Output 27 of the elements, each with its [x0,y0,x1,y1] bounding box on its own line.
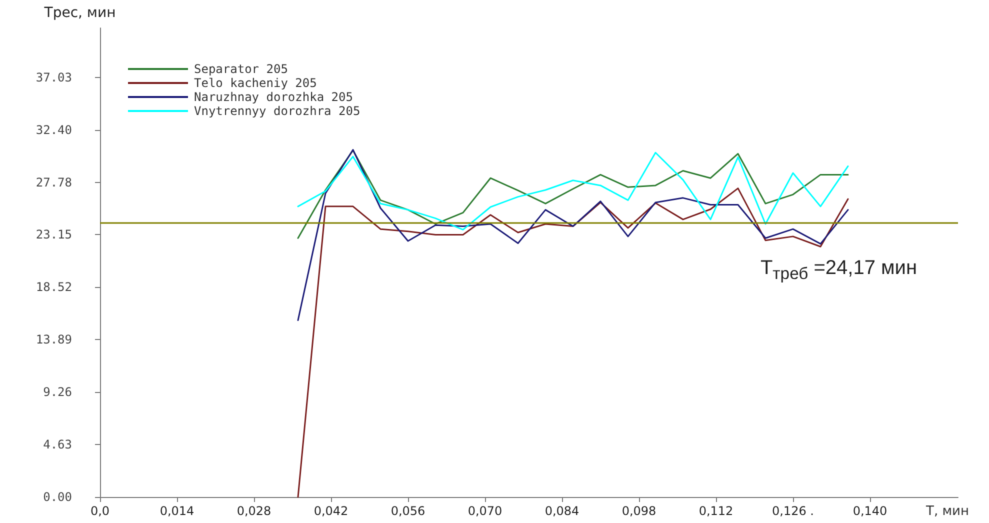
legend-label: Vnytrennyy dorozhra 205 [194,104,360,118]
x-tick-label: 0,084 [544,504,580,518]
y-tick-label: 27.78 [36,175,72,190]
y-axis-title: Трес, мин [43,5,116,21]
x-tick-label: 0,112 [698,504,734,518]
x-tick-label: 0,056 [390,504,426,518]
x-tick-label: 0,098 [622,504,656,518]
x-tick-label: 0,070 [468,504,502,518]
legend-label: Naruzhnay dorozhka 205 [194,90,353,104]
x-tick-label: 0,042 [314,504,348,518]
y-tick-label: 18.52 [36,280,72,294]
y-tick-label: 4.63 [43,438,72,452]
x-tick-label: 0,126 . [772,504,814,518]
x-tick-label: 0,014 [160,504,194,518]
ref-line-label: T$_{треб}$ =24,17 мин [760,257,917,284]
legend-label: Telo kacheniy 205 [194,76,317,90]
x-axis-title: T, мин [925,504,969,519]
y-tick-label: 32.40 [36,122,72,137]
x-tick-label: 0,140 [852,504,888,518]
y-tick-label: 9.26 [43,385,72,400]
y-tick-label: 23.15 [36,228,72,242]
legend-label: Separator 205 [194,62,288,76]
x-tick-label: 0,028 [236,504,272,518]
y-tick-label: 37.03 [36,70,72,85]
x-tick-label: 0,0 [90,504,110,518]
y-tick-label: 13.89 [36,332,72,347]
y-tick-label: 0.00 [43,490,72,504]
